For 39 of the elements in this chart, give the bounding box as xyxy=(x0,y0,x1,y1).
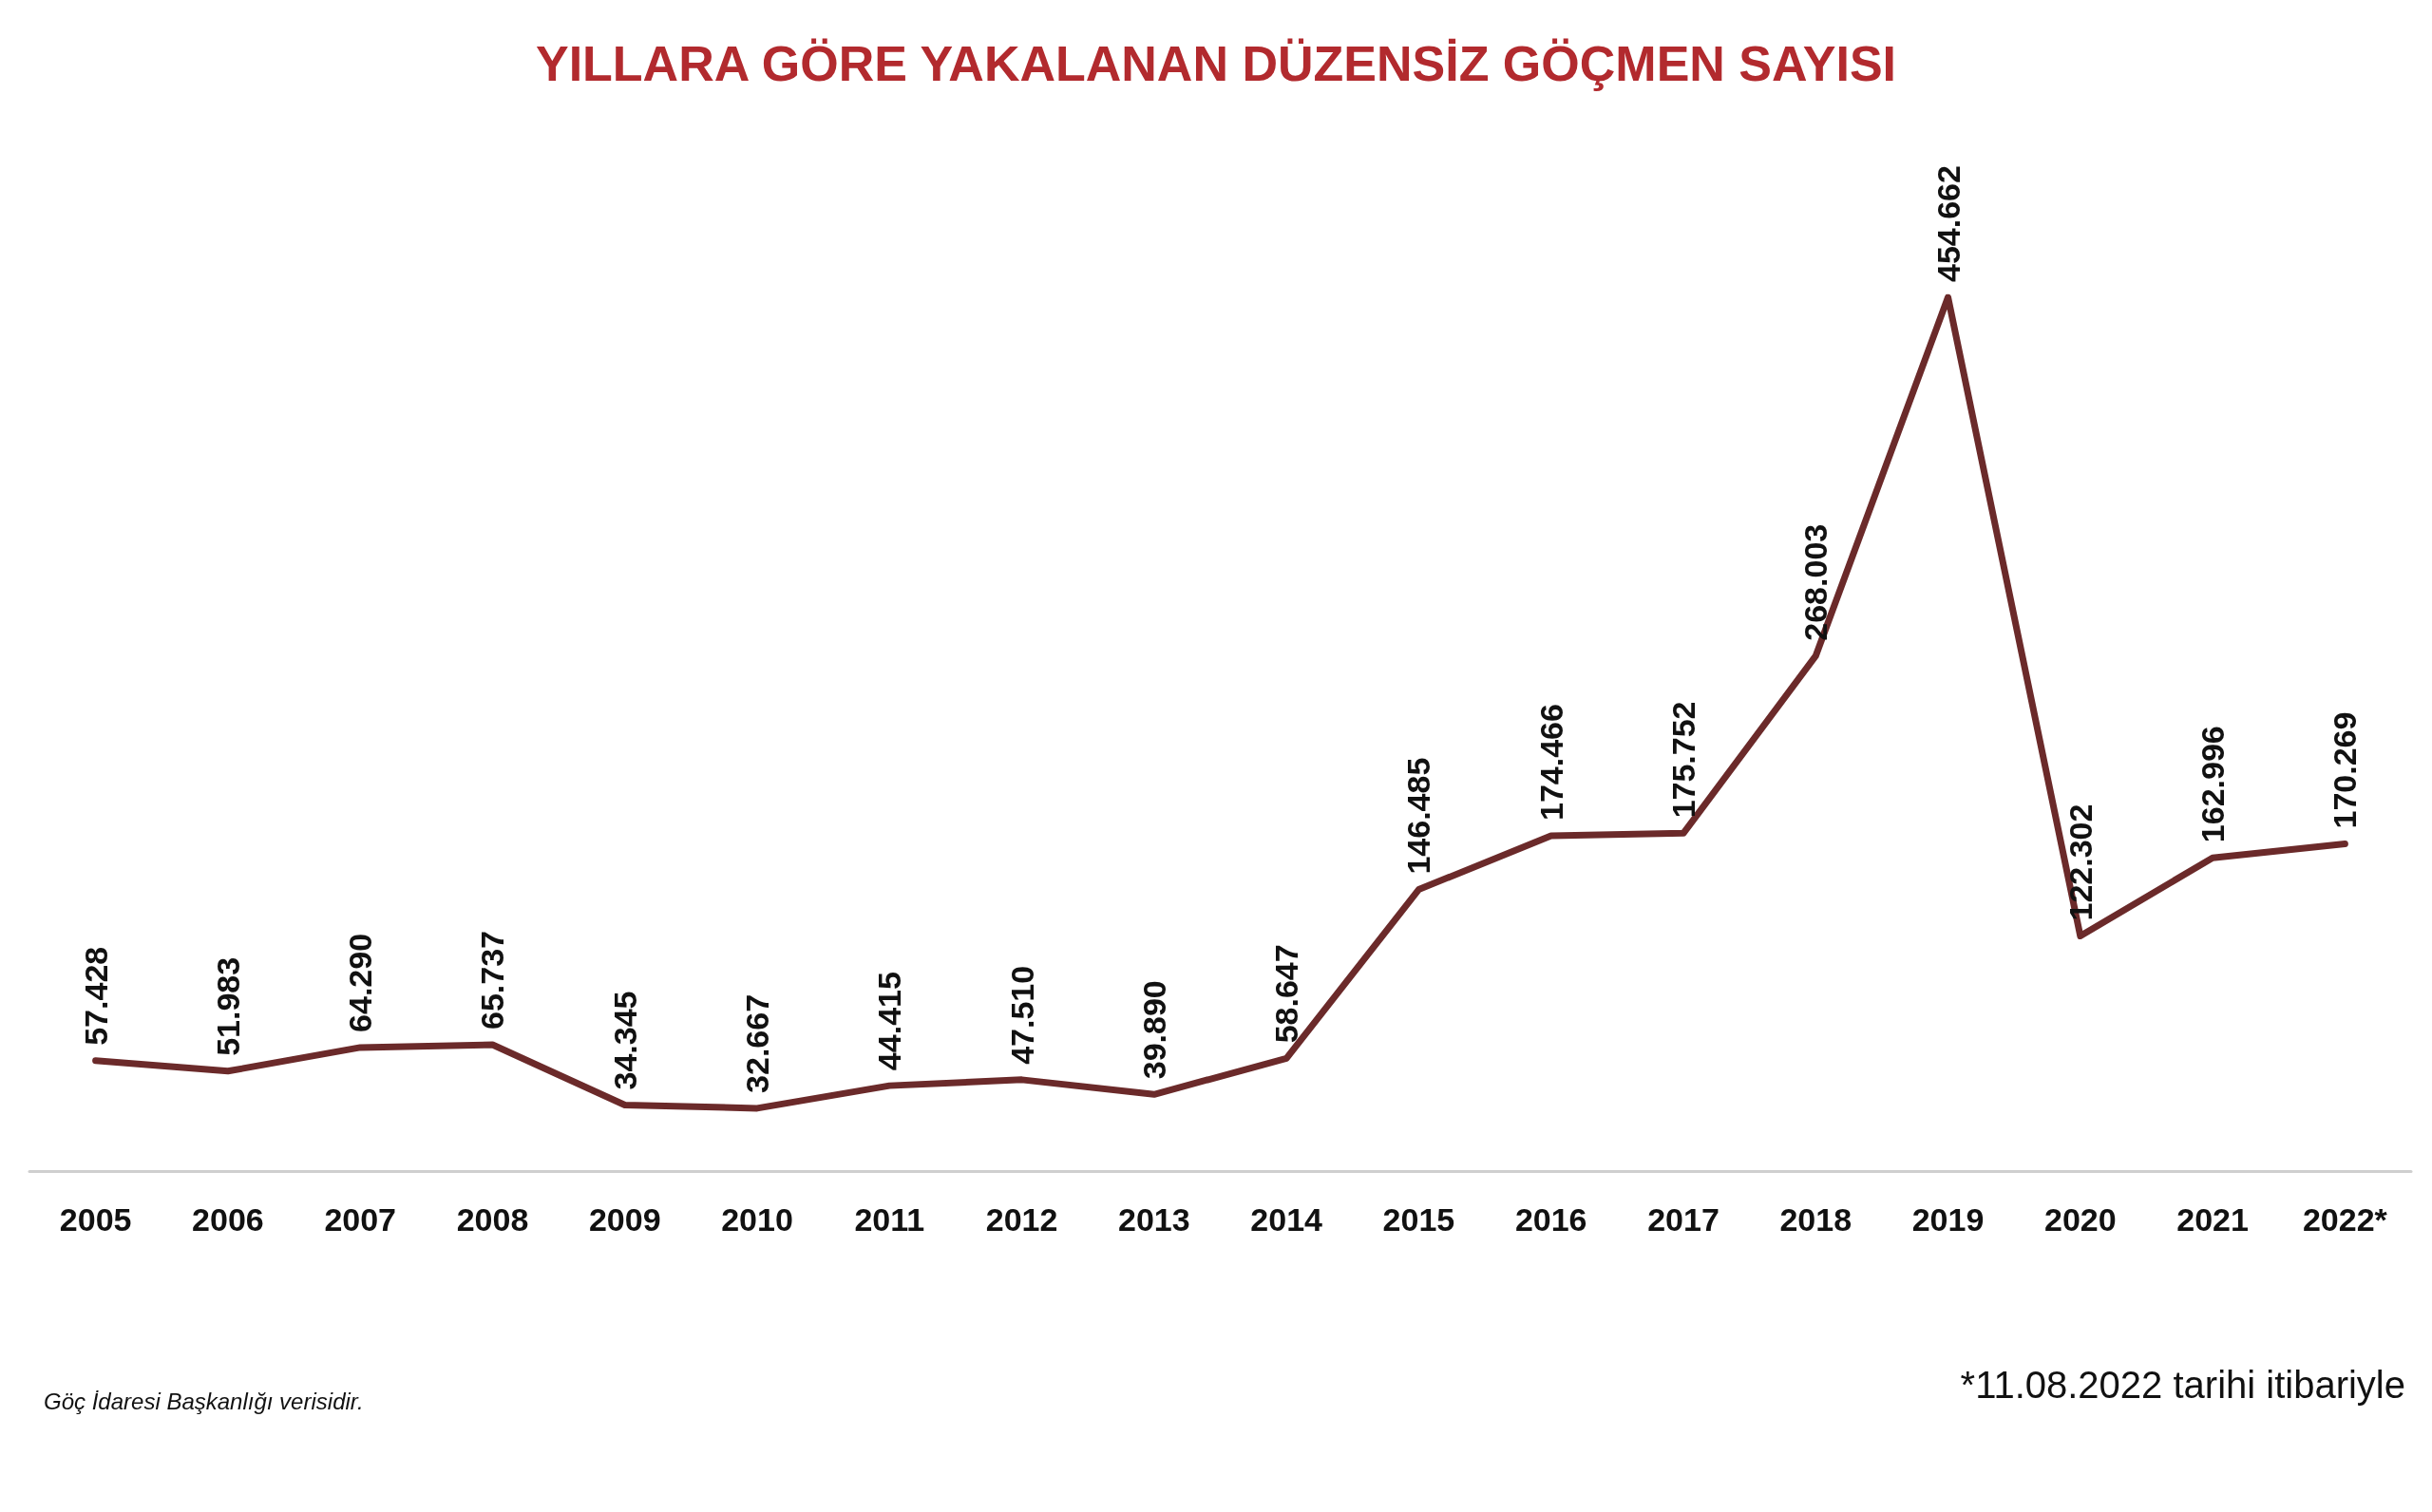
x-tick-label: 2008 xyxy=(456,1201,529,1238)
x-tick-label: 2011 xyxy=(854,1201,925,1238)
x-tick-label: 2015 xyxy=(1382,1201,1455,1238)
x-tick-label: 2009 xyxy=(588,1201,661,1238)
text: *11.08.2022 tarihi itibariyle xyxy=(1960,1364,2405,1406)
data-label: 268.003 xyxy=(1797,523,1834,641)
x-tick-label: 2018 xyxy=(1779,1201,1852,1238)
data-label: 122.302 xyxy=(2062,803,2099,921)
data-label: 34.345 xyxy=(606,991,643,1090)
data-label: 51.983 xyxy=(209,956,246,1056)
x-tick-label: 2020 xyxy=(2043,1201,2117,1238)
chart-title: YILLARA GÖRE YAKALANAN DÜZENSİZ GÖÇMEN SAYISI xyxy=(535,36,1897,91)
x-tick-label: 2007 xyxy=(324,1201,397,1238)
data-label: 44.415 xyxy=(871,972,908,1071)
data-label: 57.428 xyxy=(77,946,114,1046)
data-label: 39.890 xyxy=(1135,980,1172,1080)
x-tick-label: 2016 xyxy=(1514,1201,1587,1238)
data-label: 175.752 xyxy=(1664,701,1701,819)
x-tick-label: 2022* xyxy=(2302,1201,2388,1238)
data-label: 146.485 xyxy=(1400,757,1437,875)
x-tick-label: 2013 xyxy=(1118,1201,1190,1238)
data-label: 174.466 xyxy=(1532,704,1569,821)
data-label: 58.647 xyxy=(1268,944,1305,1044)
x-tick-label: 2021 xyxy=(2176,1201,2249,1238)
data-label: 170.269 xyxy=(2327,711,2364,829)
data-label: 64.290 xyxy=(342,933,379,1032)
data-label: 32.667 xyxy=(739,993,776,1093)
data-label: 454.662 xyxy=(1929,165,1966,282)
x-tick-label: 2014 xyxy=(1250,1201,1323,1238)
data-label: 47.510 xyxy=(1003,965,1040,1065)
x-tick-label: 2010 xyxy=(721,1201,793,1238)
text: Göç İdaresi Başkanlığı verisidir. xyxy=(44,1388,364,1414)
x-tick-label: 2017 xyxy=(1647,1201,1720,1238)
x-tick-label: 2005 xyxy=(59,1201,132,1238)
x-tick-label: 2006 xyxy=(192,1201,264,1238)
data-label: 162.996 xyxy=(2194,726,2232,843)
data-label: 65.737 xyxy=(474,930,511,1030)
x-tick-label: 2012 xyxy=(985,1201,1058,1238)
x-tick-label: 2019 xyxy=(1911,1201,1985,1238)
